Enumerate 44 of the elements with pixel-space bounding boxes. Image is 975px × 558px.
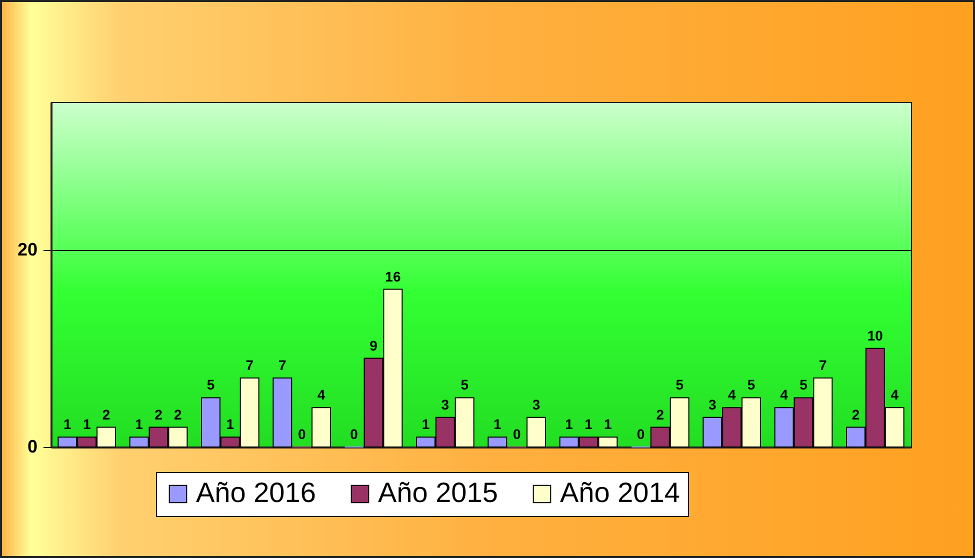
data-label: 0 <box>298 426 306 442</box>
data-label: 1 <box>584 416 593 432</box>
data-label: 10 <box>867 327 884 344</box>
legend-label: Año 2014 <box>560 477 680 508</box>
data-label: 7 <box>278 357 286 373</box>
data-label: 3 <box>441 396 450 412</box>
bar <box>312 407 331 448</box>
data-label: 5 <box>800 376 808 393</box>
bar <box>526 416 546 448</box>
data-label: 5 <box>206 376 215 393</box>
data-label: 2 <box>852 406 860 422</box>
data-label: 2 <box>154 406 163 422</box>
data-label: 5 <box>460 376 469 393</box>
data-label: 3 <box>532 396 540 412</box>
data-label: 2 <box>174 406 182 422</box>
data-label: 4 <box>317 386 326 403</box>
data-label: 1 <box>565 416 574 432</box>
data-label: 7 <box>819 357 828 373</box>
data-label: 2 <box>102 406 110 422</box>
legend-label: Año 2015 <box>378 477 498 508</box>
data-label: 0 <box>636 426 645 442</box>
data-label: 1 <box>82 416 91 432</box>
data-label: 5 <box>747 376 756 393</box>
data-label: 1 <box>494 416 502 432</box>
data-label: 4 <box>890 386 899 403</box>
data-label: 0 <box>350 426 358 442</box>
data-label: 7 <box>246 357 254 373</box>
data-label: 1 <box>64 416 72 432</box>
data-label: 4 <box>780 386 788 403</box>
bar <box>488 436 508 448</box>
data-label: 9 <box>370 337 378 354</box>
data-label: 16 <box>385 268 401 284</box>
data-label: 1 <box>226 416 234 432</box>
legend-label: Año 2016 <box>196 477 316 508</box>
data-label: 4 <box>728 386 736 403</box>
data-label: 0 <box>512 426 521 442</box>
data-label: 1 <box>422 416 430 432</box>
bar <box>272 378 292 448</box>
data-label: 1 <box>135 416 144 432</box>
data-label: 3 <box>708 396 716 412</box>
data-label: 2 <box>656 406 664 422</box>
data-label: 5 <box>676 376 684 393</box>
y-tick-label: 20 <box>17 239 38 260</box>
data-label: 1 <box>604 416 612 432</box>
